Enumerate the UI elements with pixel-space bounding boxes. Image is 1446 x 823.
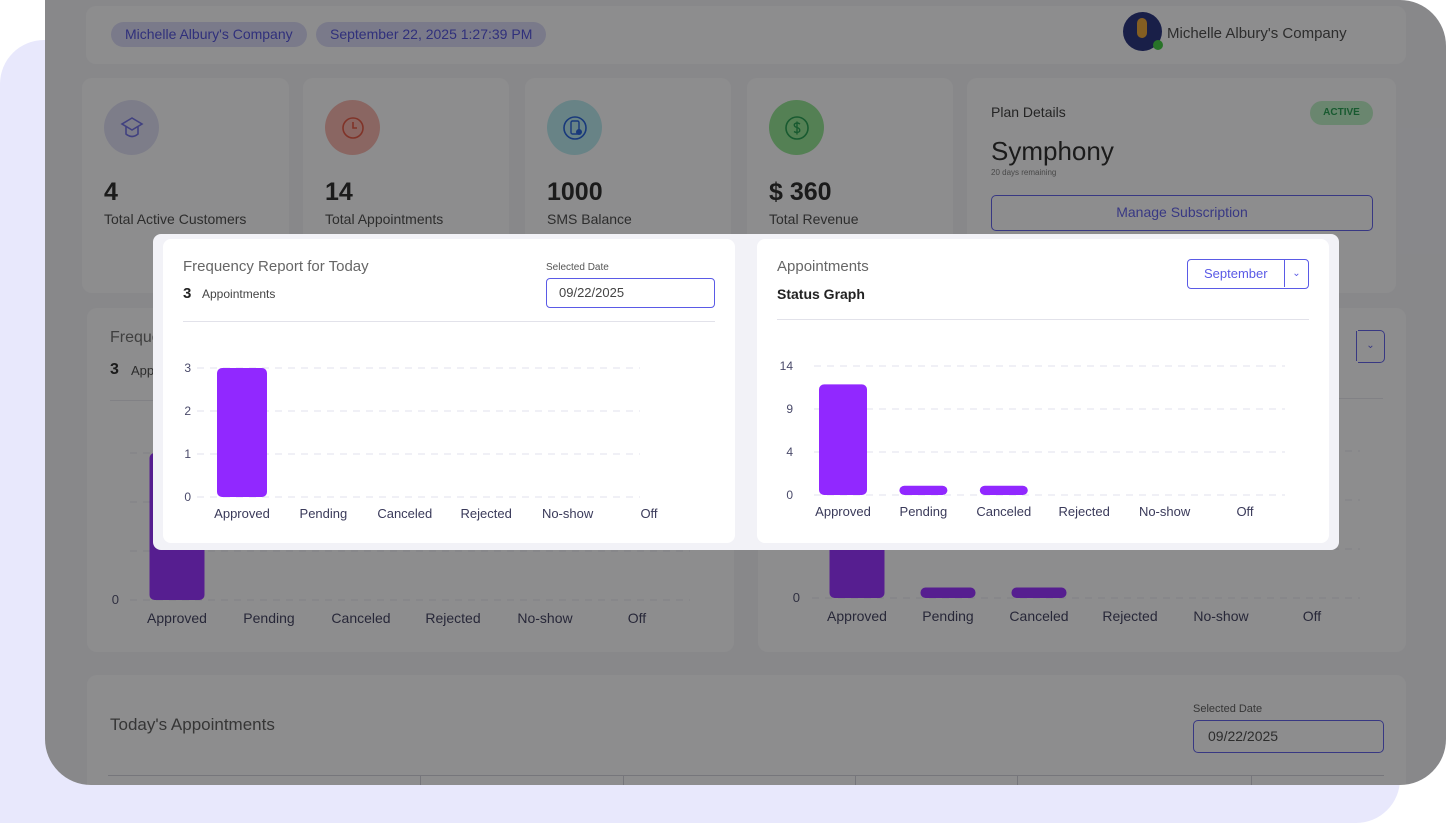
todays-appointments-card: Today's Appointments Selected Date 09/22… — [87, 675, 1406, 785]
stat-value: 1000 — [547, 178, 603, 206]
clock-icon — [325, 100, 380, 155]
frequency-count: 3 — [183, 285, 192, 302]
table-header-row — [108, 775, 1384, 785]
month-select[interactable]: ⌄ — [1356, 330, 1385, 363]
plan-remaining: 20 days remaining — [991, 168, 1057, 177]
column-divider — [1251, 776, 1252, 785]
stat-value: 14 — [325, 178, 353, 206]
violin-logo-icon — [1137, 18, 1147, 38]
stat-value: $ 360 — [769, 178, 832, 206]
company-pill[interactable]: Michelle Albury's Company — [111, 22, 307, 47]
chevron-down-icon[interactable]: ⌄ — [1356, 331, 1384, 361]
divider — [183, 321, 715, 322]
frequency-title: Frequency Report for Today — [183, 258, 369, 275]
date-label: Selected Date — [1193, 703, 1263, 715]
stat-label: Total Active Customers — [104, 211, 247, 227]
plan-name: Symphony — [991, 136, 1114, 166]
status-title: Appointments — [777, 258, 869, 275]
chevron-down-icon[interactable]: ⌄ — [1284, 260, 1308, 287]
date-label: Selected Date — [546, 262, 609, 273]
stat-label: Total Appointments — [325, 211, 444, 227]
plan-details-title: Plan Details — [991, 104, 1066, 120]
column-divider — [855, 776, 856, 785]
appointments-date-input[interactable]: 09/22/2025 — [1193, 720, 1384, 753]
stat-label: Total Revenue — [769, 211, 859, 227]
datetime-pill: September 22, 2025 1:27:39 PM — [316, 22, 547, 47]
divider — [777, 319, 1309, 320]
highlight-panel: Frequency Report for Today 3 Appointment… — [153, 234, 1339, 550]
frequency-count-label: Appointments — [202, 287, 276, 301]
frequency-count: 3 — [110, 361, 119, 378]
month-select[interactable]: September ⌄ — [1187, 259, 1309, 289]
todays-appointments-title: Today's Appointments — [110, 715, 275, 734]
status-graph-card: Appointments Status Graph September ⌄ — [757, 239, 1329, 543]
top-header-bar: Michelle Albury's Company September 22, … — [86, 6, 1406, 64]
column-divider — [623, 776, 624, 785]
column-divider — [420, 776, 421, 785]
graduation-cap-icon — [104, 100, 159, 155]
manage-subscription-button[interactable]: Manage Subscription — [991, 195, 1373, 231]
company-avatar[interactable] — [1123, 12, 1163, 51]
frequency-report-card: Frequency Report for Today 3 Appointment… — [163, 239, 735, 543]
stat-value: 4 — [104, 178, 118, 206]
stat-label: SMS Balance — [547, 211, 632, 227]
dollar-icon — [769, 100, 824, 155]
status-badge: ACTIVE — [1310, 101, 1373, 125]
online-status-dot — [1153, 40, 1163, 50]
month-select-value: September — [1204, 266, 1268, 281]
account-name[interactable]: Michelle Albury's Company — [1167, 25, 1347, 42]
sms-phone-icon — [547, 100, 602, 155]
column-divider — [1017, 776, 1018, 785]
frequency-date-input[interactable]: 09/22/2025 — [546, 278, 715, 308]
status-subtitle: Status Graph — [777, 286, 865, 302]
